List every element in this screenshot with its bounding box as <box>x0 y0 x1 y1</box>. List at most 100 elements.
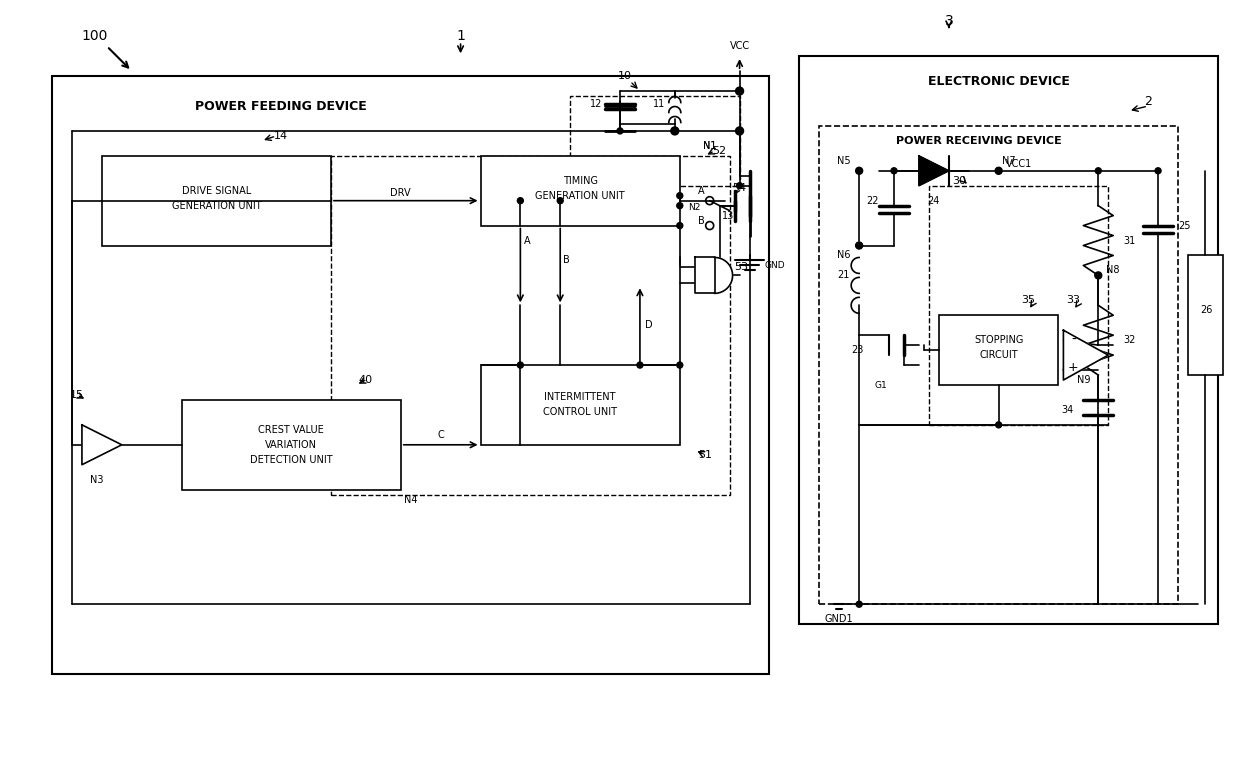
Text: 31: 31 <box>1123 236 1136 246</box>
Bar <box>570 96 739 186</box>
Circle shape <box>618 128 622 134</box>
Text: -: - <box>1071 333 1076 347</box>
Circle shape <box>637 362 642 368</box>
Text: VCC: VCC <box>729 41 750 51</box>
Text: 53: 53 <box>734 263 749 273</box>
Bar <box>102 156 331 246</box>
Text: 40: 40 <box>358 375 373 385</box>
Circle shape <box>517 198 523 204</box>
Bar <box>481 156 680 226</box>
Text: 14: 14 <box>274 131 288 141</box>
Text: POWER FEEDING DEVICE: POWER FEEDING DEVICE <box>196 99 367 112</box>
Text: 2: 2 <box>1145 95 1152 108</box>
Text: ELECTRONIC DEVICE: ELECTRONIC DEVICE <box>928 74 1070 88</box>
Text: B: B <box>563 256 570 266</box>
Text: N4: N4 <box>404 494 418 505</box>
Text: CIRCUIT: CIRCUIT <box>980 350 1018 360</box>
Text: 35: 35 <box>1022 295 1035 305</box>
Bar <box>481 365 680 445</box>
Text: 13: 13 <box>723 211 734 221</box>
Text: STOPPING: STOPPING <box>973 335 1023 345</box>
Text: 15: 15 <box>69 390 84 400</box>
Circle shape <box>996 422 1002 428</box>
Circle shape <box>856 243 862 249</box>
Text: 11: 11 <box>652 99 665 109</box>
Circle shape <box>557 198 563 204</box>
Circle shape <box>1156 168 1161 174</box>
Bar <box>800 57 1218 624</box>
Text: 52: 52 <box>713 146 727 156</box>
Text: DRV: DRV <box>391 188 412 198</box>
Polygon shape <box>1064 330 1109 380</box>
Text: D: D <box>645 320 652 330</box>
Text: 10: 10 <box>618 71 632 81</box>
Text: VARIATION: VARIATION <box>265 439 317 449</box>
Circle shape <box>671 127 678 135</box>
Text: N6: N6 <box>837 250 851 260</box>
Polygon shape <box>82 425 122 465</box>
Circle shape <box>1095 272 1102 279</box>
Text: 21: 21 <box>837 270 849 281</box>
Text: GND: GND <box>765 261 785 270</box>
Bar <box>331 156 729 494</box>
Bar <box>939 315 1059 385</box>
Circle shape <box>856 242 863 249</box>
Text: 25: 25 <box>1178 221 1190 231</box>
Circle shape <box>856 167 863 174</box>
Circle shape <box>735 87 744 95</box>
Circle shape <box>892 168 897 174</box>
Polygon shape <box>694 257 714 294</box>
Text: TIMING: TIMING <box>563 176 598 186</box>
Text: N9: N9 <box>1076 375 1090 385</box>
Polygon shape <box>919 156 949 186</box>
Circle shape <box>1095 168 1101 174</box>
Text: GENERATION UNIT: GENERATION UNIT <box>536 191 625 201</box>
Text: 34: 34 <box>1061 405 1074 415</box>
Text: C: C <box>438 430 444 440</box>
Text: 54: 54 <box>733 183 746 193</box>
Circle shape <box>996 168 1002 174</box>
Text: 12: 12 <box>590 99 603 109</box>
Text: 3: 3 <box>945 14 954 29</box>
Text: 33: 33 <box>1066 295 1080 305</box>
Polygon shape <box>714 257 733 294</box>
Circle shape <box>996 167 1002 174</box>
Text: 26: 26 <box>1200 305 1213 315</box>
Text: N7: N7 <box>1002 156 1016 166</box>
Text: 23: 23 <box>852 345 864 355</box>
Text: DETECTION UNIT: DETECTION UNIT <box>250 455 332 465</box>
Circle shape <box>517 362 523 368</box>
Bar <box>1188 256 1223 375</box>
Bar <box>181 400 401 490</box>
Circle shape <box>677 203 683 208</box>
Bar <box>820 126 1178 604</box>
Circle shape <box>677 222 683 229</box>
Text: N1: N1 <box>703 141 717 151</box>
Text: 32: 32 <box>1123 335 1136 345</box>
Text: POWER RECEIVING DEVICE: POWER RECEIVING DEVICE <box>895 136 1061 146</box>
Text: CREST VALUE: CREST VALUE <box>258 425 324 435</box>
Text: N1: N1 <box>703 141 717 151</box>
Text: 24: 24 <box>928 195 940 205</box>
Text: VCC1: VCC1 <box>1006 159 1032 169</box>
Circle shape <box>856 601 862 607</box>
Circle shape <box>737 183 743 189</box>
Text: 22: 22 <box>867 195 879 205</box>
Text: N3: N3 <box>91 474 104 484</box>
Text: 1: 1 <box>456 29 465 43</box>
Text: 100: 100 <box>82 29 108 43</box>
Text: N5: N5 <box>837 156 851 166</box>
Text: 51: 51 <box>698 449 712 460</box>
Text: INTERMITTENT: INTERMITTENT <box>544 392 616 402</box>
Bar <box>929 186 1109 425</box>
Text: A: A <box>523 236 531 246</box>
Text: A: A <box>698 186 704 196</box>
Text: N2: N2 <box>688 203 701 212</box>
Text: GENERATION UNIT: GENERATION UNIT <box>171 201 262 211</box>
Text: 30: 30 <box>952 176 966 186</box>
Circle shape <box>677 193 683 198</box>
Text: CONTROL UNIT: CONTROL UNIT <box>543 407 618 417</box>
Text: B: B <box>698 215 704 226</box>
Circle shape <box>735 127 744 135</box>
Text: DRIVE SIGNAL: DRIVE SIGNAL <box>182 186 250 196</box>
